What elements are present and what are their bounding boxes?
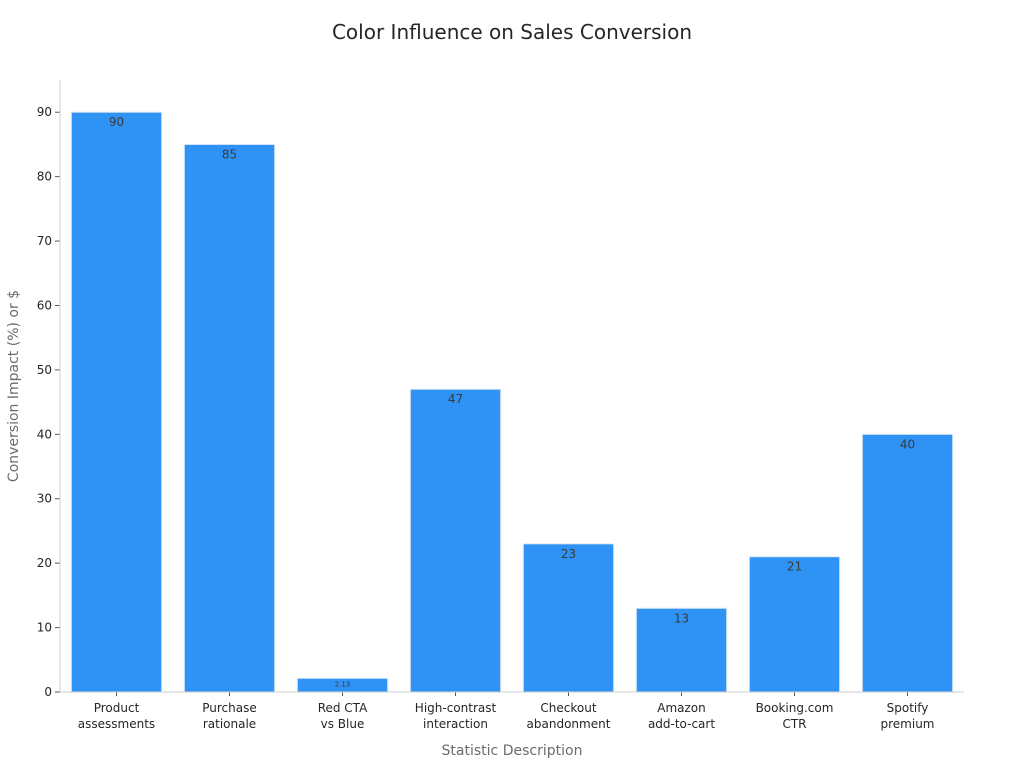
bar: [861, 433, 954, 693]
bar: [635, 607, 728, 693]
bar: [522, 543, 615, 693]
bar: [70, 111, 163, 693]
bar-value-label: 21: [787, 560, 802, 574]
x-category-label: Spotify: [887, 701, 929, 715]
bar: [409, 388, 502, 693]
x-categories-group: Product assessments Purchase rationale Red C…: [78, 692, 935, 731]
x-category-label: Amazon: [657, 701, 706, 715]
x-category-label: Booking.com: [756, 701, 834, 715]
x-axis-label: Statistic Description: [442, 743, 583, 759]
y-tick-label: 90: [37, 105, 52, 119]
bar: [748, 556, 841, 693]
y-tick-label: 80: [37, 170, 52, 184]
x-category-label: interaction: [423, 717, 488, 731]
x-category-label: Purchase: [202, 701, 257, 715]
y-tick-label: 50: [37, 363, 52, 377]
y-axis-label: Conversion Impact (%) or $: [6, 290, 22, 482]
chart-title: Color Influence on Sales Conversion: [332, 20, 692, 44]
bar-value-label: 13: [674, 611, 689, 625]
x-category-label: vs Blue: [321, 717, 365, 731]
x-category-label: rationale: [203, 717, 256, 731]
x-category-label: High-contrast: [415, 701, 497, 715]
y-tick-label: 60: [37, 298, 52, 312]
x-category-label: assessments: [78, 717, 155, 731]
x-category-label: abandonment: [527, 717, 611, 731]
x-category-label: CTR: [782, 717, 806, 731]
y-tick-label: 70: [37, 234, 52, 248]
bar-value-label: 47: [448, 392, 463, 406]
y-tick-label: 30: [37, 492, 52, 506]
y-ticks-group: 0 10 20 30 40 50 60 70 80 90: [37, 105, 60, 699]
bar-value-label: 90: [109, 115, 124, 129]
bar: [183, 143, 276, 693]
y-tick-label: 10: [37, 621, 52, 635]
bars-group: 90 85 2.13 47 23 13 21 40: [70, 111, 954, 693]
x-category-label: premium: [881, 717, 935, 731]
x-category-label: Checkout: [540, 701, 596, 715]
x-category-label: Product: [94, 701, 140, 715]
y-tick-label: 20: [37, 556, 52, 570]
bar-value-label: 23: [561, 547, 576, 561]
x-category-label: add-to-cart: [648, 717, 715, 731]
y-tick-label: 0: [44, 685, 52, 699]
y-tick-label: 40: [37, 427, 52, 441]
x-category-label: Red CTA: [318, 701, 368, 715]
bar-value-label: 85: [222, 147, 237, 161]
bar-value-label: 40: [900, 437, 915, 451]
bar-value-label: 2.13: [335, 680, 351, 688]
